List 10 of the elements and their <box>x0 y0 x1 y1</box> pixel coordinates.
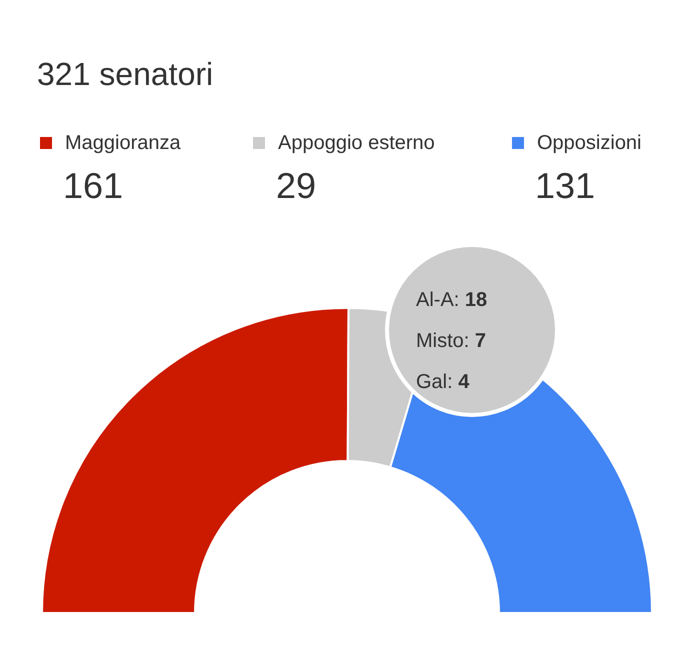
text: Misto: 7 <box>416 330 486 352</box>
data-label: 161 <box>63 165 124 206</box>
legend-label: Maggioranza <box>65 132 182 154</box>
text: Al-A: 18 <box>416 289 488 311</box>
legend-label: Opposizioni <box>537 132 642 154</box>
legend-label: Appoggio esterno <box>278 132 435 154</box>
chart-title: 321 senatori <box>37 56 214 92</box>
data-label: 29 <box>276 165 316 206</box>
data-label: 131 <box>535 165 596 206</box>
text: Gal: 4 <box>416 371 470 393</box>
